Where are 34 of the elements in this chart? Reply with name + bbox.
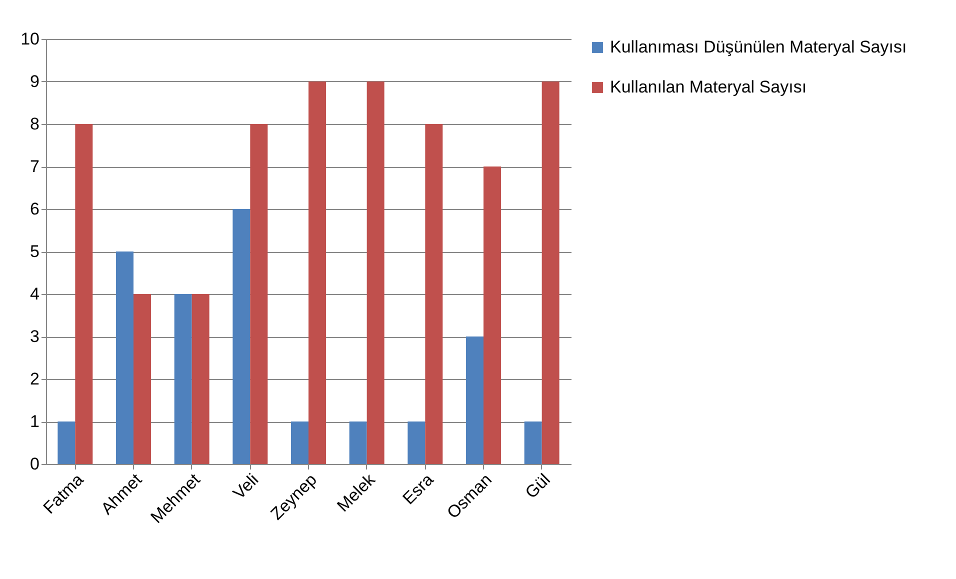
bar xyxy=(366,82,384,464)
bar xyxy=(408,422,426,464)
y-tick-label: 1 xyxy=(30,412,40,431)
bar xyxy=(524,422,542,464)
bar xyxy=(192,294,210,464)
y-tick-label: 9 xyxy=(30,72,40,91)
y-tick-label: 7 xyxy=(30,157,40,176)
bar xyxy=(291,422,308,464)
bar xyxy=(75,124,93,464)
y-tick-label: 2 xyxy=(30,370,40,388)
bar xyxy=(134,294,151,464)
bar xyxy=(425,124,443,464)
bar xyxy=(349,422,367,464)
bar xyxy=(232,209,250,464)
bar xyxy=(542,82,560,464)
x-tick-label: Esra xyxy=(399,470,438,508)
legend-label: Kullanılan Materyal Sayısı xyxy=(610,78,807,96)
y-tick-label: 10 xyxy=(20,30,40,48)
x-tick-label: Veli xyxy=(229,470,262,503)
y-tick-label: 5 xyxy=(30,242,40,261)
bar xyxy=(116,252,134,464)
y-tick-label: 6 xyxy=(30,200,40,218)
bar xyxy=(250,124,268,464)
y-tick-label: 3 xyxy=(30,327,40,346)
bar xyxy=(466,336,484,464)
bar xyxy=(308,82,326,464)
y-tick-label: 0 xyxy=(30,454,40,474)
x-tick-label: Gül xyxy=(522,470,554,502)
y-tick-label: 4 xyxy=(30,284,40,304)
bar xyxy=(484,166,501,464)
bar xyxy=(174,294,192,464)
bar xyxy=(58,422,76,464)
legend-label: Kullanıması Düşünülen Materyal Sayısı xyxy=(610,38,907,56)
y-tick-label: 8 xyxy=(30,114,40,134)
